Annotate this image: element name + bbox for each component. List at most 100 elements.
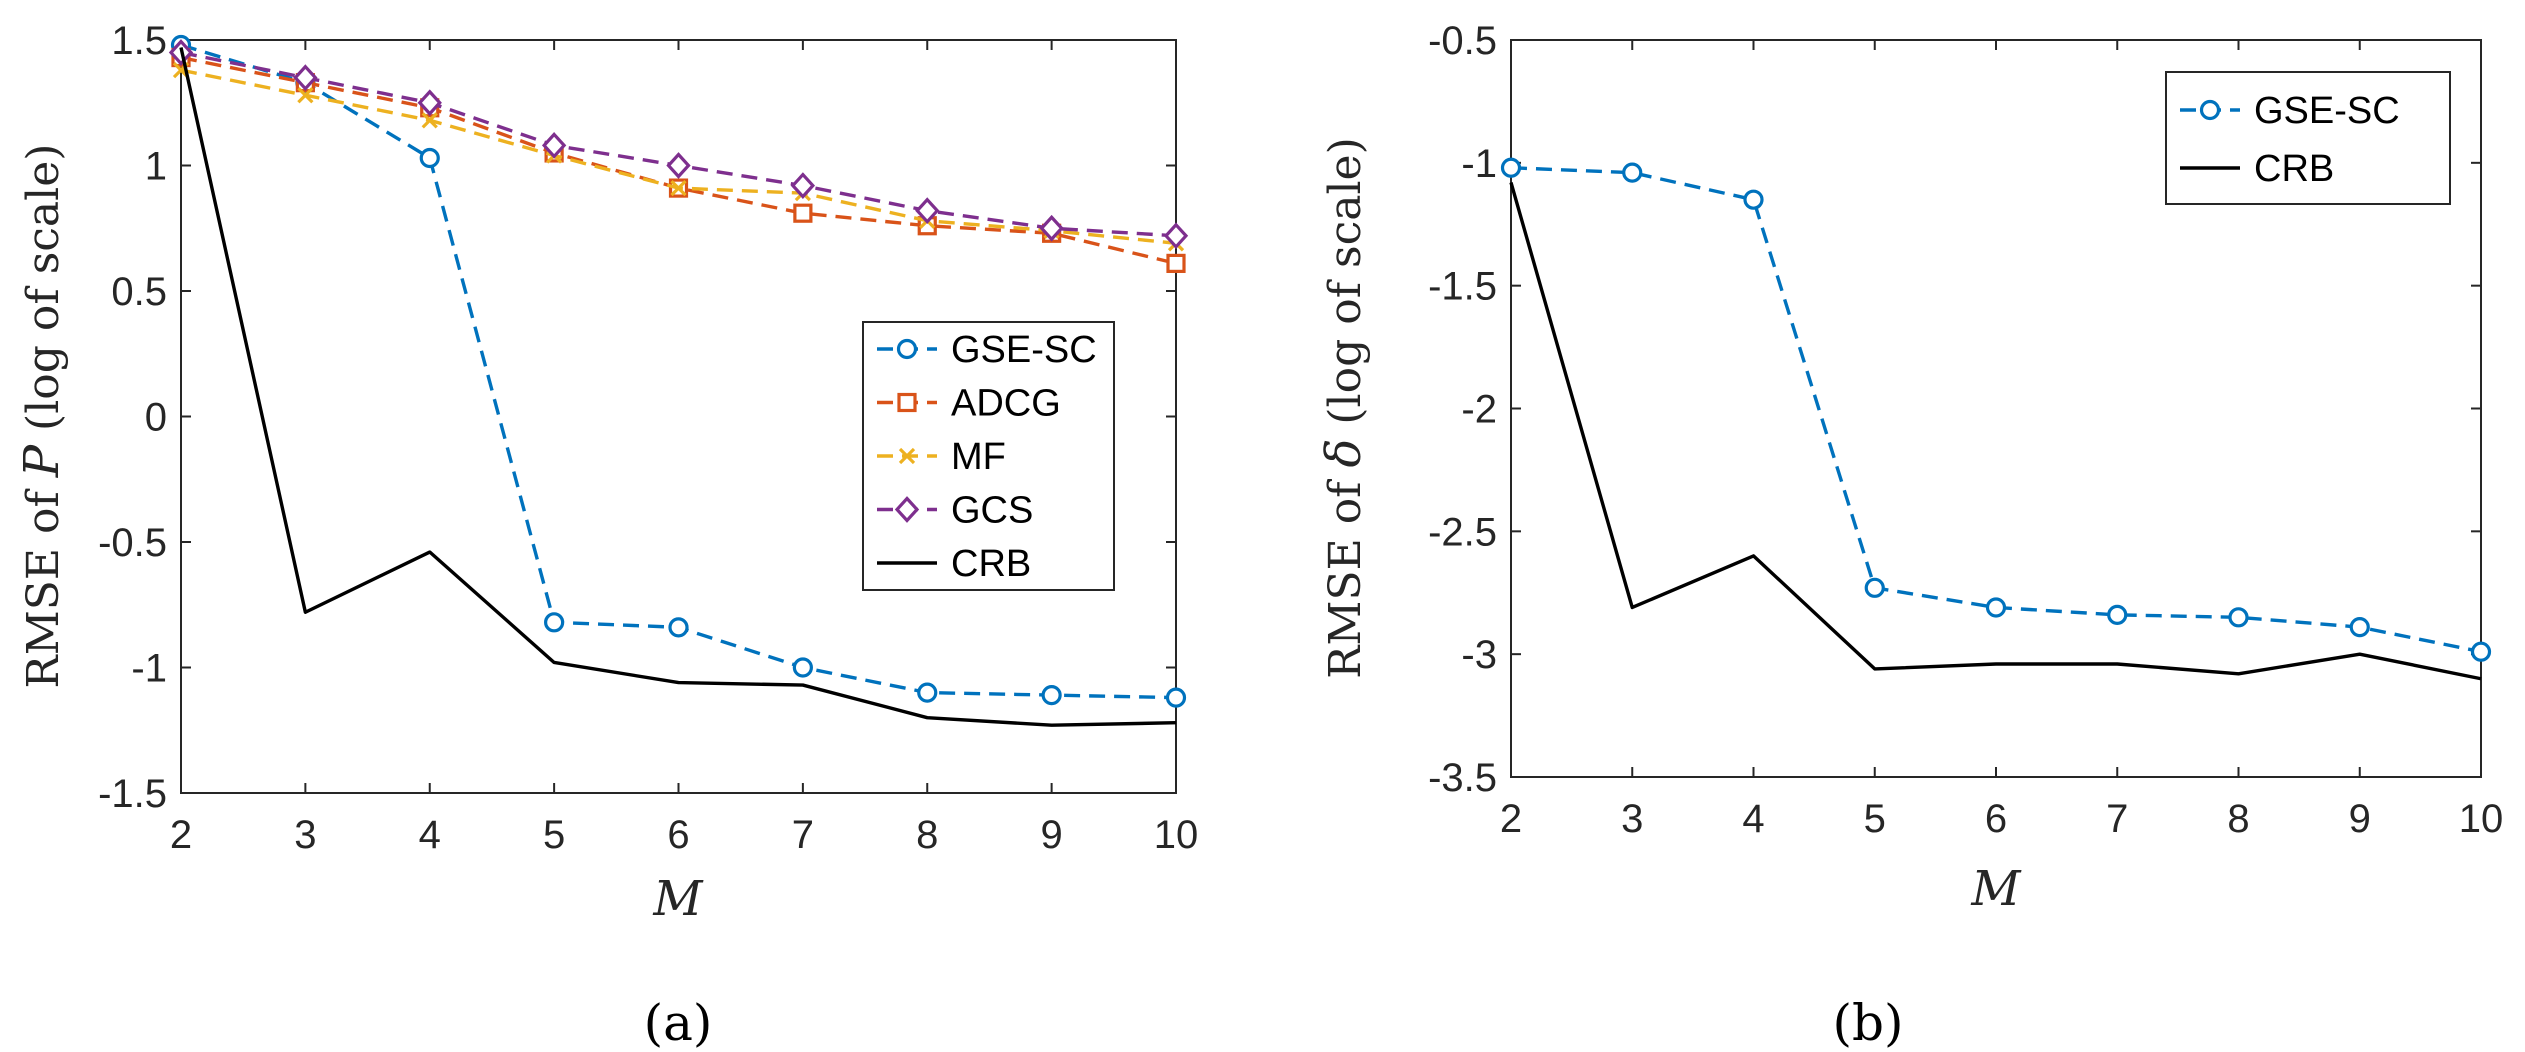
a-series-adcg-point-8 xyxy=(1166,253,1186,273)
panel-b-ylabel-symbol: δ xyxy=(1316,439,1372,468)
b-series-gse-sc-point-2 xyxy=(1743,189,1764,210)
a-legend-label-crb: CRB xyxy=(951,543,1031,585)
panel-a-caption: (a) xyxy=(644,994,713,1052)
panel-a-y-tick-labels: 1.5 1 0.5 0 -0.5 -1 -1.5 xyxy=(98,19,167,816)
panel-a-ylabel-suffix: (log of scale) xyxy=(18,144,69,445)
b-series-gse-sc-point-4 xyxy=(1985,597,2007,618)
a-legend-label-gse-sc: GSE-SC xyxy=(951,329,1097,371)
b-series-gse-sc-point-1 xyxy=(1622,162,1643,183)
b-ytick-label-0: -0.5 xyxy=(1428,19,1497,63)
a-series-crb-line xyxy=(179,47,1177,727)
a-series-gse-sc-point-3 xyxy=(544,612,565,633)
panel-a-x-tick-labels: 2 3 4 5 6 7 8 9 10 xyxy=(170,813,1198,857)
panel-a-x-axis-label: M xyxy=(652,871,704,927)
b-ytick-label-2: -1.5 xyxy=(1428,265,1497,309)
a-series-gcs-point-3 xyxy=(541,132,567,159)
a-series-gse-sc-point-8 xyxy=(1165,687,1187,708)
panel-a-ylabel-prefix: RMSE of xyxy=(18,477,69,688)
a-series-gcs-point-4 xyxy=(666,152,691,179)
b-legend-marker-gse-sc xyxy=(2199,99,2221,121)
panel-b-x-tick-labels: 2 3 4 5 6 7 8 9 10 xyxy=(1500,797,2503,841)
b-ytick-label-3: -2 xyxy=(1461,388,1497,432)
a-ytick-label-0: 1.5 xyxy=(111,19,167,63)
a-series-mf-point-2 xyxy=(421,112,438,129)
b-xtick-label-8: 10 xyxy=(2459,797,2504,841)
a-series-mf-point-4 xyxy=(670,179,687,197)
a-series-gse-sc-point-4 xyxy=(668,617,689,638)
b-ytick-label-1: -1 xyxy=(1461,142,1497,186)
a-legend-marker-adcg xyxy=(897,392,917,413)
a-ytick-label-5: -1 xyxy=(131,647,167,691)
b-series-gse-sc xyxy=(1500,157,2492,662)
b-xtick-label-3: 5 xyxy=(1864,797,1886,841)
a-series-gcs-point-5 xyxy=(790,172,816,199)
b-xtick-label-0: 2 xyxy=(1500,797,1522,841)
a-legend-marker-mf-stroke-2 xyxy=(898,447,916,465)
panel-a-legend: GSE-SC ADCG MF GCS CRB xyxy=(862,321,1115,591)
a-xtick-label-3: 5 xyxy=(543,813,565,857)
panel-b-series-group xyxy=(1500,157,2492,681)
a-series-mf-point-4-stroke-2 xyxy=(670,179,687,197)
a-series-mf-point-1 xyxy=(297,87,314,104)
panel-a-chart: 2 3 4 5 6 7 8 9 10 1.5 1 0.5 0 -0.5 -1 -1.5 M RMSE of … xyxy=(14,19,1198,1052)
a-series-gcs-point-8 xyxy=(1163,222,1189,250)
a-ytick-label-4: -0.5 xyxy=(98,521,167,565)
b-series-gse-sc-point-3 xyxy=(1864,577,1885,598)
a-series-gcs-point-1 xyxy=(293,64,318,92)
b-xtick-label-1: 3 xyxy=(1621,797,1643,841)
a-ytick-label-2: 0.5 xyxy=(111,270,167,314)
b-xtick-label-2: 4 xyxy=(1742,797,1764,841)
a-series-mf-point-1-stroke-2 xyxy=(297,87,314,104)
panel-b-legend: GSE-SC CRB xyxy=(2165,71,2451,205)
a-series-gse-sc-point-2 xyxy=(419,147,440,169)
a-legend-label-adcg: ADCG xyxy=(951,383,1061,425)
panel-b-chart: 2 3 4 5 6 7 8 9 10 -0.5 -1 -1.5 -2 -2.5 -3 -3.5 M RMSE… xyxy=(1316,19,2503,1052)
a-legend-label-gcs: GCS xyxy=(951,490,1033,532)
a-series-gcs-point-2 xyxy=(417,89,442,117)
b-series-gse-sc-point-7 xyxy=(2349,617,2370,638)
a-ytick-label-1: 1 xyxy=(145,145,167,189)
a-xtick-label-6: 8 xyxy=(916,813,938,857)
b-ytick-label-6: -3.5 xyxy=(1428,756,1497,800)
a-legend-marker-gse-sc xyxy=(896,338,918,360)
b-xtick-label-5: 7 xyxy=(2106,797,2128,841)
a-series-gse-sc-point-5 xyxy=(792,657,813,678)
b-series-gse-sc-point-5 xyxy=(2107,604,2128,625)
a-series-adcg-point-5 xyxy=(793,203,813,223)
b-series-crb xyxy=(1509,182,2482,681)
a-series-crb xyxy=(179,47,1177,727)
b-xtick-label-7: 9 xyxy=(2349,797,2371,841)
b-series-gse-sc-point-0 xyxy=(1500,157,1522,178)
panel-b-y-axis-label: RMSE of δ (log of scale) xyxy=(1316,137,1372,678)
a-xtick-label-2: 4 xyxy=(419,813,441,857)
a-legend-marker-mf xyxy=(898,447,916,465)
b-legend-box xyxy=(2165,71,2451,205)
a-series-gcs xyxy=(168,39,1189,250)
panel-b-ylabel-suffix: (log of scale) xyxy=(1320,137,1371,438)
panel-a-y-axis-label: RMSE of P (log of scale) xyxy=(14,144,70,689)
a-series-gse-sc-point-7 xyxy=(1041,685,1062,706)
b-series-gse-sc-point-8 xyxy=(2470,641,2492,662)
b-series-crb-line xyxy=(1509,182,2482,681)
panel-b-y-tick-labels: -0.5 -1 -1.5 -2 -2.5 -3 -3.5 xyxy=(1428,19,1497,800)
a-series-gcs-line xyxy=(180,50,1177,238)
a-xtick-label-7: 9 xyxy=(1041,813,1063,857)
panel-a-series-group xyxy=(168,34,1189,727)
b-legend-label-gse-sc: GSE-SC xyxy=(2254,90,2400,132)
a-series-gse-sc-point-6 xyxy=(917,682,938,703)
b-xtick-label-6: 8 xyxy=(2227,797,2249,841)
panel-b-caption: (b) xyxy=(1832,994,1903,1052)
b-series-gse-sc-line xyxy=(1510,166,2482,654)
panel-a-tick-marks xyxy=(180,39,1177,794)
a-xtick-label-4: 6 xyxy=(667,813,689,857)
b-ytick-label-5: -3 xyxy=(1461,633,1497,677)
b-xtick-label-4: 6 xyxy=(1985,797,2007,841)
a-ytick-label-3: 0 xyxy=(145,396,167,440)
a-xtick-label-8: 10 xyxy=(1154,813,1199,857)
b-series-gse-sc-point-6 xyxy=(2228,607,2249,628)
panel-b-x-axis-label: M xyxy=(1970,861,2022,917)
a-xtick-label-1: 3 xyxy=(294,813,316,857)
a-xtick-label-5: 7 xyxy=(792,813,814,857)
a-ytick-label-6: -1.5 xyxy=(98,772,167,816)
a-series-gcs-point-6 xyxy=(915,197,940,225)
